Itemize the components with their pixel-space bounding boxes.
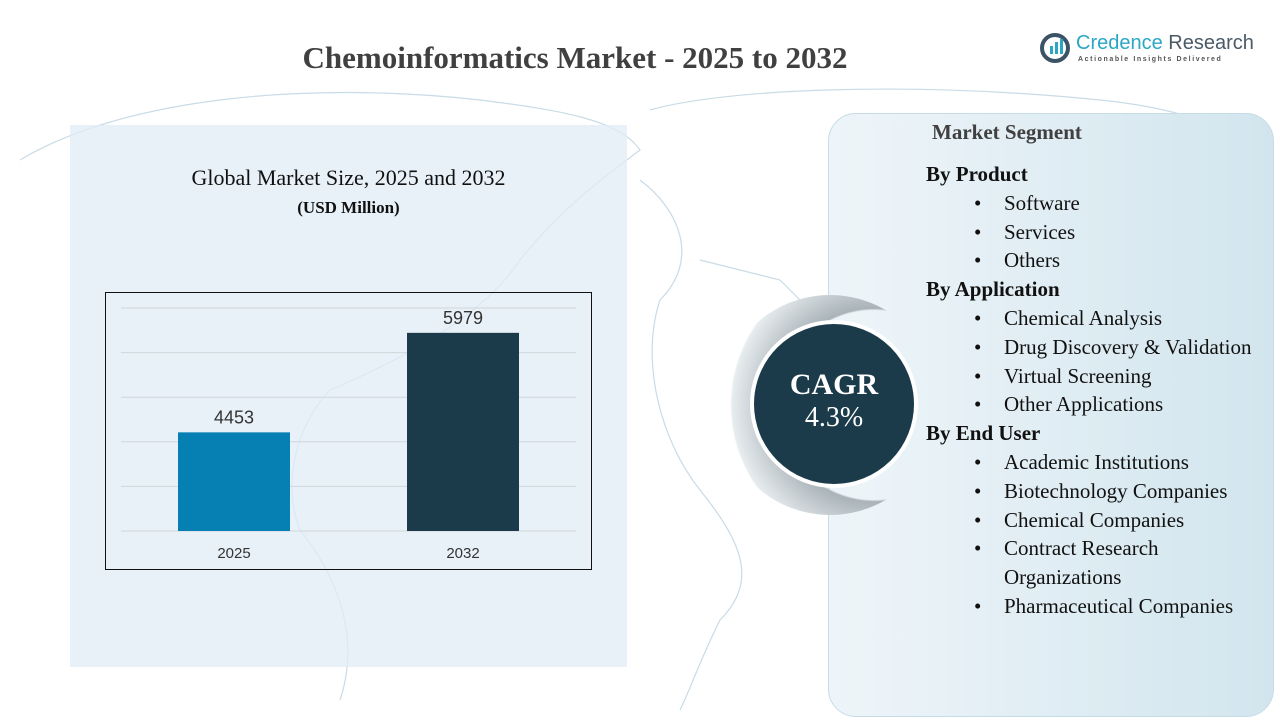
segment-item: Chemical Companies [926, 506, 1264, 535]
segment-list: By Product Software Services Others By Appli… [926, 160, 1264, 621]
segment-item: Pharmaceutical Companies [926, 592, 1264, 621]
segment-title: Market Segment [932, 120, 1082, 144]
segment-item: Services [926, 218, 1264, 247]
cagr-label: CAGR [789, 368, 879, 401]
segment-item-label: Services [1004, 219, 1076, 244]
segment-item-label: Other Applications [1004, 392, 1164, 417]
segment-item-label: Drug Discovery & Validation [1004, 334, 1252, 359]
segment-item: Other Applications [926, 390, 1264, 419]
chart-subtitle: (USD Million) [297, 198, 400, 217]
segment-heading: By Application [926, 277, 1060, 302]
segment-item: Others [926, 246, 1264, 275]
segment-item-label: Virtual Screening [1004, 363, 1152, 388]
logo-icon [1040, 33, 1070, 63]
segment-heading: By Product [926, 162, 1028, 186]
segment-item-label: Academic Institutions [1004, 449, 1189, 474]
segment-item: Contract Research Organizations [926, 534, 1264, 592]
chart-title: Global Market Size, 2025 and 2032 [191, 165, 506, 190]
segment-item: Biotechnology Companies [926, 477, 1264, 506]
bar-2032 [407, 332, 519, 531]
chart-panel [70, 125, 627, 667]
segment-item-label: Others [1004, 248, 1060, 273]
x-tick-label: 2032 [446, 545, 479, 562]
segment-item: Virtual Screening [926, 362, 1264, 391]
cagr-value: 4.3% [804, 402, 864, 433]
segment-item-label: Biotechnology Companies [1004, 478, 1228, 503]
segment-item: Software [926, 189, 1264, 218]
credence-research-logo: Credence Research Actionable Insights De… [1040, 30, 1260, 70]
cagr-badge: CAGR 4.3% [750, 320, 918, 488]
segment-item-label: Contract Research Organizations [1004, 536, 1159, 590]
data-label: 5979 [443, 308, 483, 328]
segment-heading: By End User [926, 421, 1041, 446]
segment-item-label: Pharmaceutical Companies [1004, 593, 1234, 618]
segment-item: Drug Discovery & Validation [926, 333, 1264, 362]
segment-item-label: Chemical Analysis [1004, 305, 1163, 330]
logo-name-b: Research [1162, 32, 1254, 54]
data-label: 4453 [214, 407, 254, 427]
page-title: Chemoinformatics Market - 2025 to 2032 [302, 40, 848, 75]
segment-item: Academic Institutions [926, 448, 1264, 477]
bar-2025 [178, 432, 290, 531]
segment-item: Chemical Analysis [926, 304, 1264, 333]
logo-name-a: Credence [1076, 32, 1163, 54]
logo-tagline: Actionable Insights Delivered [1078, 56, 1223, 63]
segment-item-label: Chemical Companies [1004, 507, 1185, 532]
chart-svg: 4453 2025 5979 2032 [121, 307, 576, 562]
x-tick-label: 2025 [217, 545, 250, 562]
bar-chart: 4453 2025 5979 2032 [105, 292, 592, 570]
segment-item-label: Software [1004, 190, 1080, 215]
